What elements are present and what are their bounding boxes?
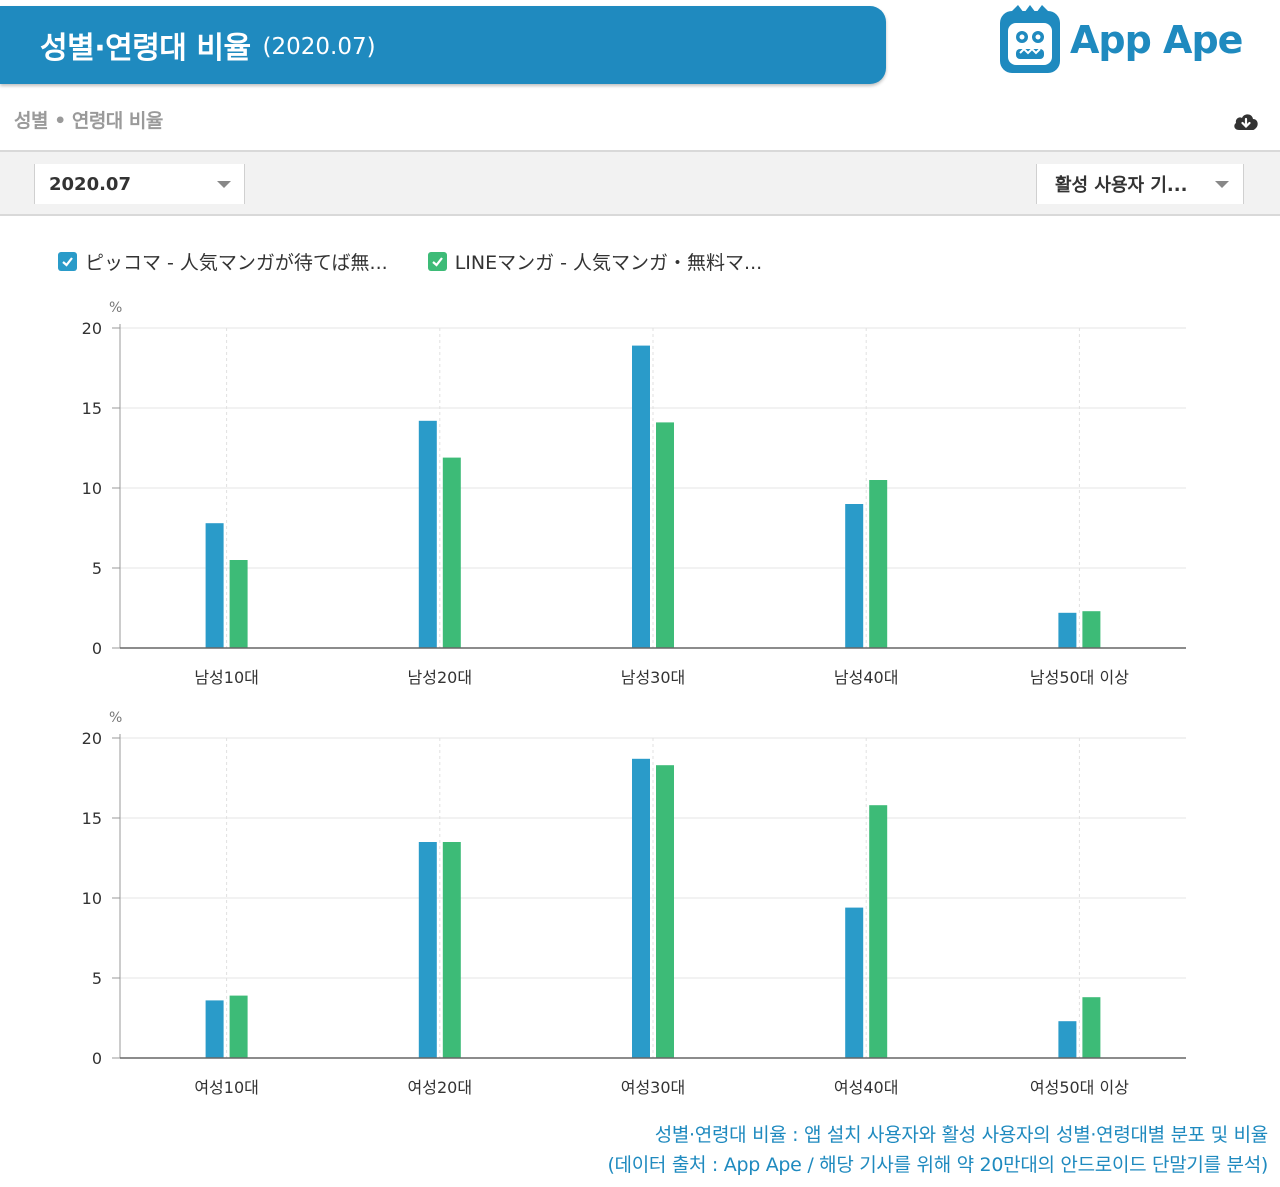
chart-caption: 성별·연령대 비율 : 앱 설치 사용자와 활성 사용자의 성별·연령대별 분포…	[607, 1120, 1268, 1180]
y-tick-label: 0	[92, 1049, 102, 1068]
x-tick-label: 남성20대	[408, 668, 473, 687]
bar-line-manga[interactable]	[869, 805, 888, 1058]
banner-date: (2020.07)	[262, 34, 376, 60]
caption-line-2: (데이터 출처 : App Ape / 해당 기사를 위해 약 20만대의 안드…	[607, 1154, 1268, 1176]
y-tick-label: 15	[82, 809, 102, 828]
metric-select-value: 활성 사용자 기...	[1055, 175, 1188, 196]
x-tick-label: 남성50대 이상	[1030, 668, 1129, 687]
y-tick-label: 20	[82, 729, 102, 748]
x-tick-label: 여성40대	[834, 1078, 899, 1097]
bar-line-manga[interactable]	[1082, 611, 1101, 648]
x-tick-label: 여성10대	[194, 1078, 259, 1097]
y-tick-label: 20	[82, 319, 102, 338]
legend-item-line-manga[interactable]: LINEマンガ - 人気マンガ・無料マ...	[427, 248, 763, 275]
y-tick-label: 0	[92, 639, 102, 658]
male-age-bar-chart: % 0 5 10 15 20 남성10대 남성20대 남성30대 남성40대 남성50대 이상	[82, 300, 1186, 687]
bar-piccoma[interactable]	[205, 1000, 224, 1058]
bar-line-manga[interactable]	[869, 480, 888, 648]
bar-piccoma[interactable]	[418, 420, 437, 648]
checkbox-checked-icon[interactable]	[58, 252, 77, 271]
x-tick-label: 남성40대	[834, 668, 899, 687]
date-select-value: 2020.07	[49, 173, 131, 195]
bar-piccoma[interactable]	[1058, 1021, 1077, 1058]
date-select[interactable]: 2020.07	[34, 164, 245, 204]
caption-line-1: 성별·연령대 비율 : 앱 설치 사용자와 활성 사용자의 성별·연령대별 분포…	[654, 1124, 1269, 1146]
female-age-bar-chart: % 0 5 10 15 20 여성10대 여성20대 여성30대 여성40대 여성50대 이상	[82, 710, 1186, 1097]
bar-line-manga[interactable]	[442, 842, 461, 1058]
legend-item-piccoma[interactable]: ピッコマ - 人気マンガが待てば無...	[58, 248, 388, 275]
checkbox-checked-icon[interactable]	[427, 252, 447, 271]
x-tick-label: 여성20대	[408, 1078, 473, 1097]
bar-piccoma[interactable]	[418, 842, 437, 1058]
y-unit-label: %	[109, 710, 122, 726]
banner-title: 성별·연령대 비율	[40, 31, 251, 66]
bar-line-manga[interactable]	[656, 422, 674, 648]
bar-piccoma[interactable]	[205, 523, 224, 648]
chart-legend: ピッコマ - 人気マンガが待てば無... LINEマンガ - 人気マンガ・無料マ…	[58, 248, 802, 275]
bar-piccoma[interactable]	[632, 758, 650, 1058]
section-title: 성별 • 연령대 비율	[14, 110, 163, 132]
x-tick-label: 여성30대	[621, 1078, 686, 1097]
legend-label: ピッコマ - 人気マンガが待てば無...	[85, 252, 388, 274]
bar-line-manga[interactable]	[656, 765, 674, 1058]
bar-piccoma[interactable]	[1058, 612, 1077, 648]
chevron-down-icon	[1215, 181, 1229, 188]
x-tick-label: 남성10대	[194, 668, 259, 687]
y-tick-label: 5	[92, 969, 102, 988]
bar-piccoma[interactable]	[845, 907, 864, 1058]
bar-line-manga[interactable]	[1082, 997, 1101, 1058]
bar-piccoma[interactable]	[845, 504, 864, 648]
chevron-down-icon	[217, 181, 231, 188]
legend-label: LINEマンガ - 人気マンガ・無料マ...	[454, 252, 763, 274]
bar-line-manga[interactable]	[229, 995, 248, 1058]
monkey-logo-icon	[1000, 5, 1060, 73]
bar-line-manga[interactable]	[442, 457, 461, 648]
y-tick-label: 10	[82, 479, 102, 498]
y-tick-label: 5	[92, 559, 102, 578]
y-unit-label: %	[109, 300, 122, 316]
cloud-download-icon[interactable]	[1232, 110, 1260, 134]
filter-bar: 2020.07 활성 사용자 기...	[0, 150, 1280, 216]
logo-text: App Ape	[1070, 18, 1243, 62]
title-banner: 성별·연령대 비율 (2020.07)	[0, 6, 886, 84]
bar-line-manga[interactable]	[229, 560, 248, 648]
bar-piccoma[interactable]	[632, 345, 650, 648]
y-tick-label: 15	[82, 399, 102, 418]
x-tick-label: 남성30대	[621, 668, 686, 687]
y-tick-label: 10	[82, 889, 102, 908]
metric-select[interactable]: 활성 사용자 기...	[1036, 164, 1244, 204]
app-ape-logo: App Ape	[998, 4, 1260, 76]
x-tick-label: 여성50대 이상	[1030, 1078, 1129, 1097]
